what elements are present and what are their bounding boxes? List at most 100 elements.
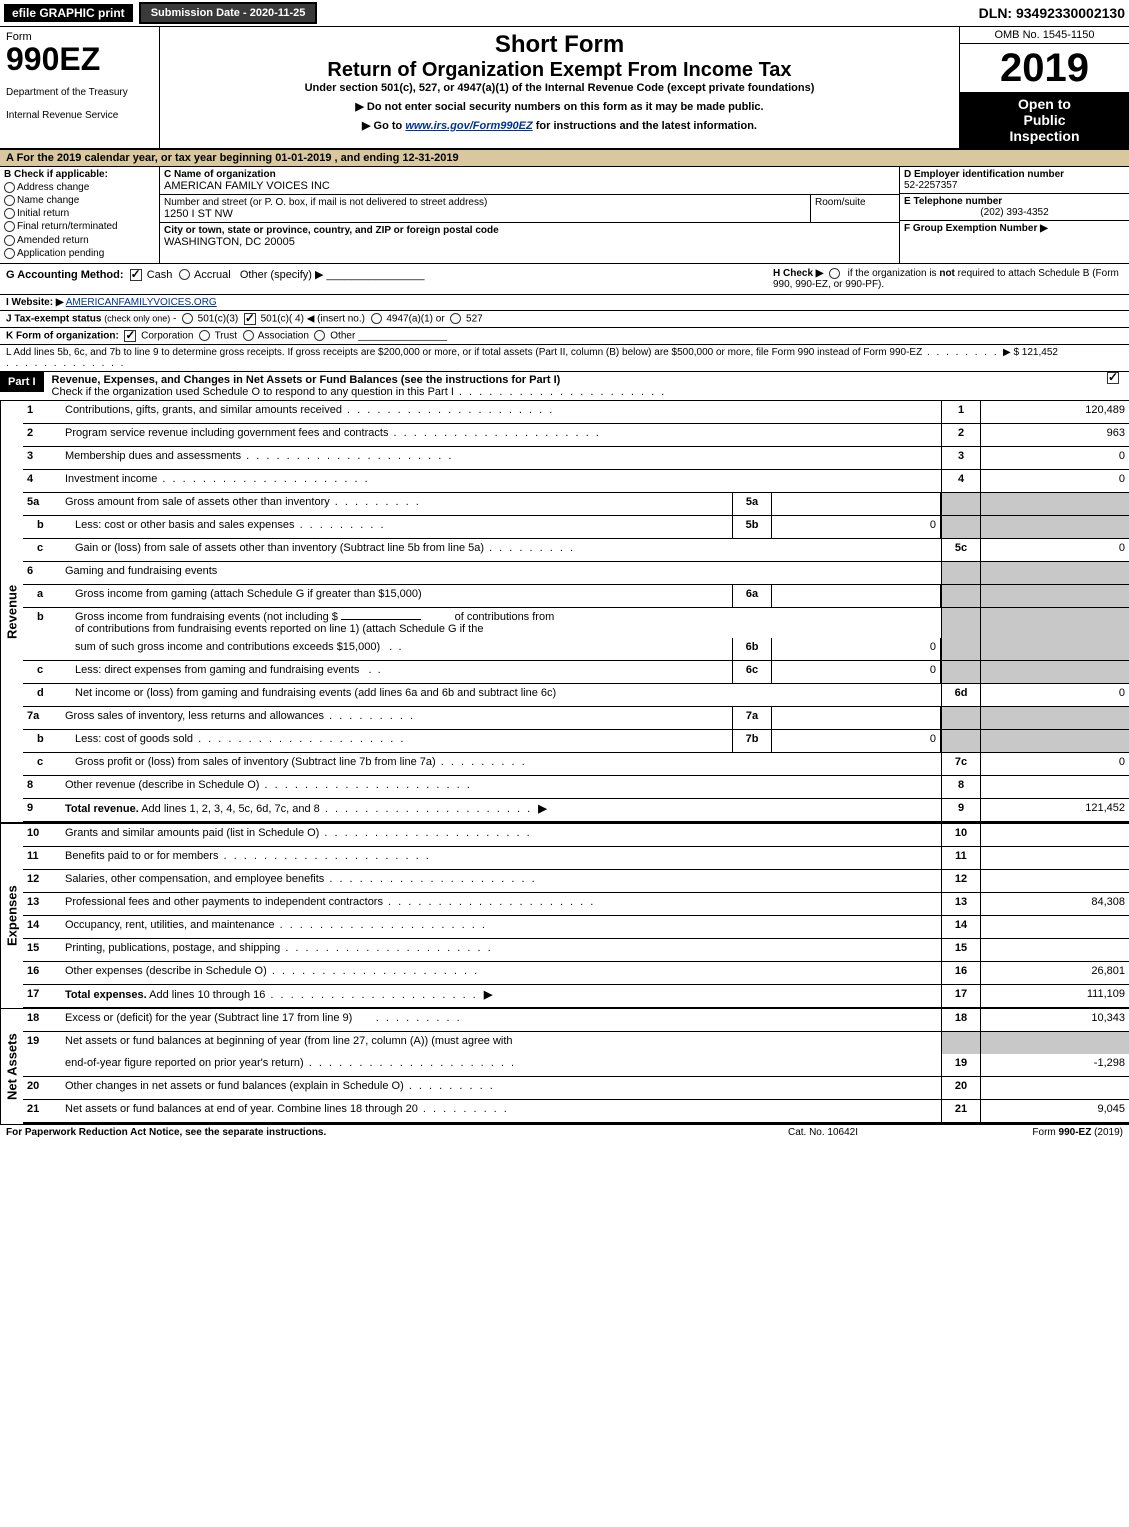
line-rval: 111,109 xyxy=(981,985,1129,1007)
addr-value: 1250 I ST NW xyxy=(164,208,806,220)
circle-h[interactable] xyxy=(829,268,840,279)
circle-527[interactable] xyxy=(450,313,461,324)
circle-icon xyxy=(4,248,15,259)
instruction-ssn: ▶ Do not enter social security numbers o… xyxy=(166,100,953,113)
line-rval: 963 xyxy=(981,424,1129,446)
line-mval: 0 xyxy=(772,661,941,683)
line-rval: 84,308 xyxy=(981,893,1129,915)
circle-icon xyxy=(4,221,15,232)
schedule-b-check: H Check ▶ if the organization is not req… xyxy=(773,268,1123,290)
line-num: 16 xyxy=(23,962,61,984)
line-mval: 0 xyxy=(772,516,941,538)
circle-trust[interactable] xyxy=(199,330,210,341)
gray-cell xyxy=(941,562,981,584)
expenses-rows: 10 Grants and similar amounts paid (list… xyxy=(23,824,1129,1008)
row-6b-2: sum of such gross income and contributio… xyxy=(23,638,1129,661)
checkbox-cash[interactable] xyxy=(130,269,142,281)
line-rnum: 20 xyxy=(941,1077,981,1099)
footer-center: Cat. No. 10642I xyxy=(723,1127,923,1138)
row-21: 21 Net assets or fund balances at end of… xyxy=(23,1100,1129,1124)
line-num: d xyxy=(23,684,71,706)
header-center: Short Form Return of Organization Exempt… xyxy=(160,27,959,148)
opt-label: Final return/terminated xyxy=(17,222,118,233)
checkbox-501c[interactable] xyxy=(244,313,256,325)
line-desc: Investment income xyxy=(61,470,941,492)
circle-other[interactable] xyxy=(314,330,325,341)
line-mval: 0 xyxy=(772,638,941,660)
irs-link[interactable]: www.irs.gov/Form990EZ xyxy=(405,120,532,132)
row-7b: b Less: cost of goods sold 7b 0 xyxy=(23,730,1129,753)
line-mnum: 5b xyxy=(732,516,772,538)
line-desc: Other revenue (describe in Schedule O) xyxy=(61,776,941,798)
circle-icon xyxy=(4,235,15,246)
line-desc: Printing, publications, postage, and shi… xyxy=(61,939,941,961)
line-rnum: 1 xyxy=(941,401,981,423)
line-desc: Program service revenue including govern… xyxy=(61,424,941,446)
line-rval: 0 xyxy=(981,684,1129,706)
circle-501c3[interactable] xyxy=(182,313,193,324)
title-short-form: Short Form xyxy=(166,31,953,59)
circle-4947[interactable] xyxy=(371,313,382,324)
gray-cell xyxy=(941,1032,981,1054)
line-rnum: 15 xyxy=(941,939,981,961)
website-label: I Website: ▶ xyxy=(6,297,64,308)
gray-cell xyxy=(981,707,1129,729)
opt-label: Initial return xyxy=(17,208,69,219)
line-num: 12 xyxy=(23,870,61,892)
efile-print-button[interactable]: efile GRAPHIC print xyxy=(4,4,133,22)
row-6d: d Net income or (loss) from gaming and f… xyxy=(23,684,1129,707)
line-desc: Gross sales of inventory, less returns a… xyxy=(61,707,732,729)
line-rval xyxy=(981,870,1129,892)
line-desc: Membership dues and assessments xyxy=(61,447,941,469)
opt-amended-return[interactable]: Amended return xyxy=(4,235,155,246)
instruction-pre: ▶ Go to xyxy=(362,120,405,132)
line-rval xyxy=(981,824,1129,846)
opt-label: Name change xyxy=(17,195,79,206)
line-desc: Benefits paid to or for members xyxy=(61,847,941,869)
opt-application-pending[interactable]: Application pending xyxy=(4,248,155,259)
line-num: 2 xyxy=(23,424,61,446)
checkbox-corp[interactable] xyxy=(124,330,136,342)
line-desc: Contributions, gifts, grants, and simila… xyxy=(61,401,941,423)
line-num: b xyxy=(23,608,71,638)
line-mval xyxy=(772,493,941,515)
website-link[interactable]: AMERICANFAMILYVOICES.ORG xyxy=(66,297,217,308)
row-18: 18 Excess or (deficit) for the year (Sub… xyxy=(23,1009,1129,1032)
line-rnum: 19 xyxy=(941,1054,981,1076)
row-1: 1 Contributions, gifts, grants, and simi… xyxy=(23,401,1129,424)
line-rnum: 8 xyxy=(941,776,981,798)
ein-cell: D Employer identification number 52-2257… xyxy=(900,167,1129,194)
line-num: c xyxy=(23,753,71,775)
row-website: I Website: ▶ AMERICANFAMILYVOICES.ORG xyxy=(0,295,1129,311)
circle-accrual[interactable] xyxy=(179,269,190,280)
line-num: 14 xyxy=(23,916,61,938)
opt-address-change[interactable]: Address change xyxy=(4,182,155,193)
assoc-label: Association xyxy=(258,331,309,342)
line-num: 6 xyxy=(23,562,61,584)
opt-final-return[interactable]: Final return/terminated xyxy=(4,221,155,232)
phone-label: E Telephone number xyxy=(904,196,1125,207)
line-desc: Other expenses (describe in Schedule O) xyxy=(61,962,941,984)
checkbox-schedule-o[interactable] xyxy=(1107,372,1119,384)
line-mval xyxy=(772,707,941,729)
opt-initial-return[interactable]: Initial return xyxy=(4,208,155,219)
line-num: 20 xyxy=(23,1077,61,1099)
row-19-1: 19 Net assets or fund balances at beginn… xyxy=(23,1032,1129,1054)
line-rnum: 5c xyxy=(941,539,981,561)
row-14: 14 Occupancy, rent, utilities, and maint… xyxy=(23,916,1129,939)
omb-number: OMB No. 1545-1150 xyxy=(960,27,1129,44)
circle-assoc[interactable] xyxy=(243,330,254,341)
row-8: 8 Other revenue (describe in Schedule O)… xyxy=(23,776,1129,799)
line-desc: Gross amount from sale of assets other t… xyxy=(61,493,732,515)
line-num: c xyxy=(23,539,71,561)
opt-name-change[interactable]: Name change xyxy=(4,195,155,206)
line-rval: 0 xyxy=(981,539,1129,561)
part1-title: Revenue, Expenses, and Changes in Net As… xyxy=(48,372,1099,400)
phone-cell: E Telephone number (202) 393-4352 xyxy=(900,194,1129,221)
tax-year: 2019 xyxy=(960,44,1129,92)
row-6c: c Less: direct expenses from gaming and … xyxy=(23,661,1129,684)
addr-row: Number and street (or P. O. box, if mail… xyxy=(160,195,899,223)
part1-header-row: Part I Revenue, Expenses, and Changes in… xyxy=(0,372,1129,401)
row-6b-1: b Gross income from fundraising events (… xyxy=(23,608,1129,638)
row-form-of-org: K Form of organization: Corporation Trus… xyxy=(0,328,1129,345)
